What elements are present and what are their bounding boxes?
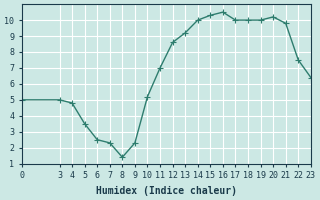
X-axis label: Humidex (Indice chaleur): Humidex (Indice chaleur) — [96, 186, 237, 196]
